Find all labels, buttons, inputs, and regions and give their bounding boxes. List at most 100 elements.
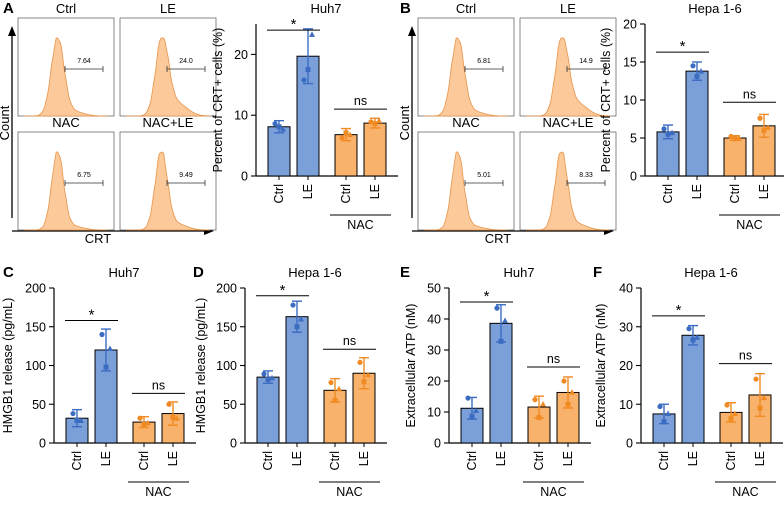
- y-tick-label: 5: [630, 132, 637, 146]
- data-point: [536, 415, 542, 421]
- histogram-gate-value: 8.33: [579, 172, 593, 179]
- significance-label: ns: [343, 334, 356, 348]
- x-tick-label: LE: [368, 184, 382, 199]
- group-label: NAC: [540, 485, 566, 499]
- data-point: [174, 415, 180, 421]
- bar: [267, 126, 291, 177]
- y-tick-label: 15: [623, 56, 637, 70]
- flow-histogram: 6.81 Ctrl: [417, 1, 515, 117]
- x-tick-label: LE: [757, 184, 771, 199]
- bar-chart-f: Hepa 1-6 Extracellular ATP (nM) 0 10 20 30 40 C…: [594, 265, 783, 499]
- significance-label: ns: [152, 378, 165, 392]
- y-tick-label: 0: [241, 170, 248, 184]
- data-point: [336, 385, 342, 392]
- data-point: [166, 401, 172, 407]
- histogram-label: NAC: [452, 115, 479, 130]
- x-tick-label: LE: [686, 451, 700, 466]
- flow-histogram: 7.64 Ctrl: [17, 1, 115, 117]
- data-point: [694, 73, 700, 79]
- bar-chart-e: Huh7 Extracellular ATP (nM) 0 10 20 30 40 50 Ctr…: [404, 265, 591, 499]
- histogram-curve: [424, 151, 508, 231]
- y-tick-label: 0: [434, 437, 441, 451]
- group-label: NAC: [732, 485, 758, 499]
- flow-x-axis-label: CRT: [85, 231, 112, 246]
- significance-label: ns: [354, 94, 367, 108]
- x-tick-label: Ctrl: [532, 451, 546, 470]
- x-tick-label: Ctrl: [728, 184, 742, 203]
- panel-letter-f: F: [593, 264, 602, 281]
- data-point: [343, 130, 349, 136]
- data-point: [298, 316, 304, 322]
- histogram-label: LE: [160, 1, 176, 16]
- data-point: [469, 413, 475, 419]
- x-tick-label: LE: [690, 184, 704, 199]
- data-point: [78, 417, 84, 424]
- panel-letter-e: E: [400, 264, 410, 281]
- significance-label: *: [676, 302, 682, 319]
- histogram-curve: [126, 37, 211, 117]
- data-point: [332, 397, 338, 403]
- histogram-gate-value: 14.9: [579, 58, 593, 65]
- data-point: [665, 410, 671, 417]
- data-point: [70, 410, 76, 417]
- flow-panel-a: Count CRT 7.64 Ctrl 24.0 LE 6.75 NAC 9.49 NAC+LE: [0, 1, 217, 246]
- data-point: [757, 405, 763, 411]
- flow-y-axis-label: Count: [0, 105, 12, 140]
- data-point: [686, 326, 692, 332]
- y-tick-label: 20: [427, 375, 441, 389]
- flow-histogram: 6.75 NAC: [17, 115, 115, 231]
- data-point: [736, 135, 742, 141]
- data-point: [661, 419, 667, 425]
- x-tick-label: LE: [166, 451, 180, 466]
- data-point: [276, 124, 282, 130]
- y-axis-label: Extracellular ATP (nM): [404, 304, 418, 428]
- data-point: [502, 317, 508, 324]
- chart-title: Huh7: [310, 1, 341, 16]
- x-tick-label: Ctrl: [661, 184, 675, 203]
- y-tick-label: 100: [25, 359, 46, 373]
- data-point: [694, 334, 700, 340]
- data-point: [107, 345, 113, 351]
- flow-y-axis-label: Count: [397, 105, 412, 140]
- x-tick-label: LE: [494, 451, 508, 466]
- y-tick-label: 200: [25, 282, 46, 296]
- y-axis-label: Percent of CRT+ cells (%): [599, 28, 613, 173]
- data-point: [532, 397, 538, 403]
- bar-chart-d: Hepa 1-6 HMGB1 release (pg/mL) 0 50 100 150 20…: [194, 265, 387, 499]
- data-point: [765, 124, 771, 130]
- bar-chart-c: Huh7 HMGB1 release (pg/mL) 0 50 100 150 200 Ctr…: [1, 265, 196, 499]
- flow-histogram: 24.0 LE: [119, 1, 217, 117]
- data-point: [145, 419, 151, 426]
- histogram-label: NAC+LE: [543, 115, 594, 130]
- data-point: [261, 371, 267, 377]
- data-point: [565, 401, 571, 407]
- group-label: NAC: [336, 485, 362, 499]
- histogram-gate-value: 6.81: [477, 58, 491, 65]
- flow-histogram: 9.49 NAC+LE: [119, 115, 217, 231]
- histogram-curve: [24, 151, 108, 231]
- x-tick-label: LE: [290, 451, 304, 466]
- flow-histogram: 5.01 NAC: [417, 115, 515, 231]
- x-tick-label: LE: [99, 451, 113, 466]
- data-point: [301, 77, 307, 83]
- data-point: [357, 359, 363, 365]
- data-point: [365, 371, 371, 378]
- panel-letter-b: B: [400, 0, 411, 17]
- chart-title: Hepa 1-6: [684, 265, 737, 280]
- histogram-gate-value: 24.0: [179, 58, 193, 65]
- y-tick-label: 50: [427, 282, 441, 296]
- data-point: [494, 305, 500, 311]
- flow-histogram: 14.9 LE: [519, 1, 617, 117]
- data-point: [137, 415, 143, 421]
- flow-y-arrowhead: [8, 26, 16, 36]
- y-tick-label: 150: [25, 320, 46, 334]
- data-point: [661, 126, 667, 132]
- data-point: [569, 389, 575, 395]
- significance-label: *: [680, 38, 686, 55]
- y-tick-label: 40: [619, 282, 633, 296]
- data-point: [473, 407, 479, 413]
- data-point: [753, 376, 759, 382]
- y-tick-label: 10: [623, 94, 637, 108]
- bar-chart-b: Hepa 1-6 Percent of CRT+ cells (%) 0 5 10 15 2…: [599, 1, 784, 232]
- y-tick-label: 0: [39, 437, 46, 451]
